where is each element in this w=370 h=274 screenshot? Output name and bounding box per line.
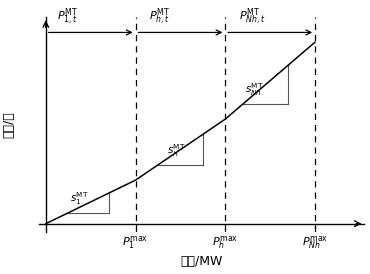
X-axis label: 功率/MW: 功率/MW [180, 255, 223, 268]
Text: $s_h^{\mathrm{MT}}$: $s_h^{\mathrm{MT}}$ [167, 142, 186, 159]
Text: $s_1^{\mathrm{MT}}$: $s_1^{\mathrm{MT}}$ [70, 190, 89, 207]
Text: $P_{1,t}^{\mathrm{MT}}$: $P_{1,t}^{\mathrm{MT}}$ [57, 6, 78, 27]
Y-axis label: 成本/元: 成本/元 [3, 112, 16, 138]
Text: $s_{Nh}^{\mathrm{MT}}$: $s_{Nh}^{\mathrm{MT}}$ [245, 81, 264, 98]
Text: $P_{h,t}^{\mathrm{MT}}$: $P_{h,t}^{\mathrm{MT}}$ [149, 6, 170, 27]
Text: $P_{Nh,t}^{\mathrm{MT}}$: $P_{Nh,t}^{\mathrm{MT}}$ [239, 6, 266, 27]
